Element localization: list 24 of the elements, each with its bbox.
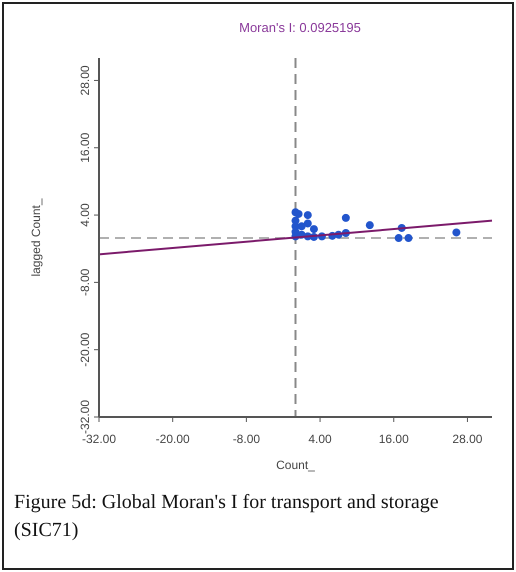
x-tick-label: -20.00 (156, 432, 190, 446)
point (304, 219, 312, 228)
x-tick-label: 28.00 (452, 432, 483, 446)
point (294, 210, 303, 218)
caption: Figure 5d: Global Moran's I for transport and storage (SIC71) (14, 490, 440, 543)
point (342, 214, 350, 222)
x-tick-label: 4.00 (308, 432, 332, 446)
point (394, 234, 403, 242)
y-axis-title: lagged Count_ (29, 198, 43, 277)
y-tick-label: 28.00 (78, 65, 92, 96)
point (404, 234, 412, 242)
point (298, 222, 306, 230)
point (452, 228, 460, 236)
y-tick-label: 4.00 (78, 203, 92, 227)
x-axis-title: Count_ (276, 458, 316, 472)
y-tick-label: -20.00 (78, 332, 92, 367)
x-tick-label: -8.00 (232, 432, 260, 446)
point (366, 221, 374, 230)
point (310, 225, 318, 234)
x-tick-label: 16.00 (378, 432, 410, 446)
point (304, 211, 312, 220)
y-tick-label: 16.00 (78, 132, 92, 163)
chart-title: Moran's I: 0.0925195 (239, 20, 361, 35)
y-tick-label: -8.00 (78, 268, 92, 296)
